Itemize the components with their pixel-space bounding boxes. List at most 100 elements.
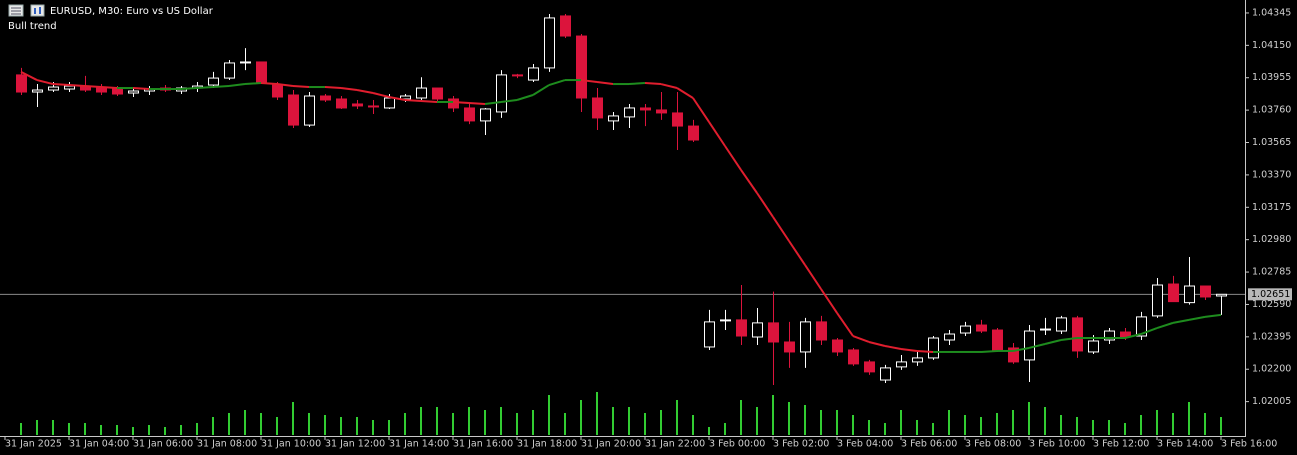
volume-bar [84,423,86,435]
x-tick-label: 3 Feb 06:00 [901,439,957,450]
ma-segment [740,169,758,194]
x-tick-label: 3 Feb 04:00 [837,439,893,450]
bull-candle-body [880,367,891,381]
volume-bar [964,415,966,435]
ma-segment [36,79,54,86]
volume-bar [420,407,422,435]
volume-bar [1140,415,1142,435]
x-tick-label: 31 Jan 12:00 [325,439,385,450]
y-tick-label: 1.02200 [1252,364,1291,375]
volume-bar [1204,413,1206,435]
ma-segment [1140,327,1158,335]
bull-candle-body [944,333,955,341]
bull-candle-body [480,108,491,122]
current-price-label: 1.02651 [1251,289,1290,300]
volume-bar [644,413,646,435]
volume-bar [900,410,902,435]
volume-bar [548,395,550,435]
volume-bar [532,410,534,435]
bear-candle-body [864,361,875,373]
icon-bar [39,7,41,14]
volume-bar [20,423,22,435]
volume-bar [1044,407,1046,435]
volume-bar [180,425,182,435]
ma-segment [196,86,214,90]
volume-bar [836,410,838,435]
bear-candle-body [464,107,475,122]
volume-bar [308,413,310,435]
bull-candle-body [304,95,315,126]
volume-bar [260,413,262,435]
x-tick-label: 31 Jan 06:00 [133,439,193,450]
ma-segment [868,341,886,347]
bull-candle-body [912,357,923,363]
volume-bar [980,417,982,435]
ma-segment [68,84,86,88]
bull-candle-body [1040,328,1051,331]
volume-bar [1092,420,1094,435]
volume-bar [148,425,150,435]
volume-bar [852,415,854,435]
bull-candle-body [960,325,971,334]
ma-segment [516,94,534,101]
indicator-name: Bull trend [8,21,57,32]
ma-segment [452,100,470,104]
x-tick-label: 3 Feb 02:00 [773,439,829,450]
icon-bar [34,8,36,14]
ma-segment [372,92,390,98]
volume-bar [164,427,166,435]
volume-bar [804,405,806,435]
volume-bar [68,423,70,435]
ma-segment [1060,337,1078,341]
x-tick-label: 31 Jan 04:00 [69,439,129,450]
volume-bar [404,413,406,435]
bull-candle-body [416,87,427,99]
volume-bar [244,410,246,435]
volume-bar [1220,417,1222,435]
bear-candle-body [848,349,859,365]
bear-candle-body [784,341,795,353]
volume-bar [772,395,774,435]
ma-segment [548,79,566,86]
ma-segment [244,82,262,86]
bull-candle-body [496,74,507,113]
bear-candle-body [272,84,283,98]
x-tick-label: 31 Jan 22:00 [645,439,705,450]
bull-candle-body [544,17,555,69]
ma-segment [340,87,358,92]
y-tick-label: 1.03175 [1252,202,1291,213]
y-tick-label: 1.03565 [1252,137,1291,148]
ma-segment [420,99,438,103]
bear-candle-body [656,109,667,114]
volume-bar [276,417,278,435]
bear-candle-body [448,98,459,109]
bull-candle-body [1216,293,1227,297]
ma-segment [276,83,294,88]
volume-bar [436,407,438,435]
volume-bar [740,400,742,435]
bear-candle-body [560,15,571,37]
chart-icon [30,4,45,17]
bear-candle-body [688,125,699,141]
y-tick-label: 1.02785 [1252,267,1291,278]
bear-candle-body [432,87,443,100]
volume-bar [1076,417,1078,435]
volume-bar [1108,420,1110,435]
bull-candle-body [624,107,635,118]
volume-bar [1012,410,1014,435]
bear-candle-body [816,321,827,341]
volume-bar [596,392,598,435]
bull-candle-body [896,361,907,368]
bear-candle-body [576,35,587,99]
ma-segment [292,85,310,89]
ma-segment [52,83,70,87]
ma-segment [1012,346,1030,352]
bear-candle-body [736,319,747,337]
x-tick-label: 3 Feb 16:00 [1221,439,1277,450]
x-tick-label: 31 Jan 10:00 [261,439,321,450]
bull-candle-body [240,61,251,64]
ma-segment [1156,321,1174,329]
y-tick-label: 1.02395 [1252,331,1291,342]
bull-candle-body [48,86,59,91]
